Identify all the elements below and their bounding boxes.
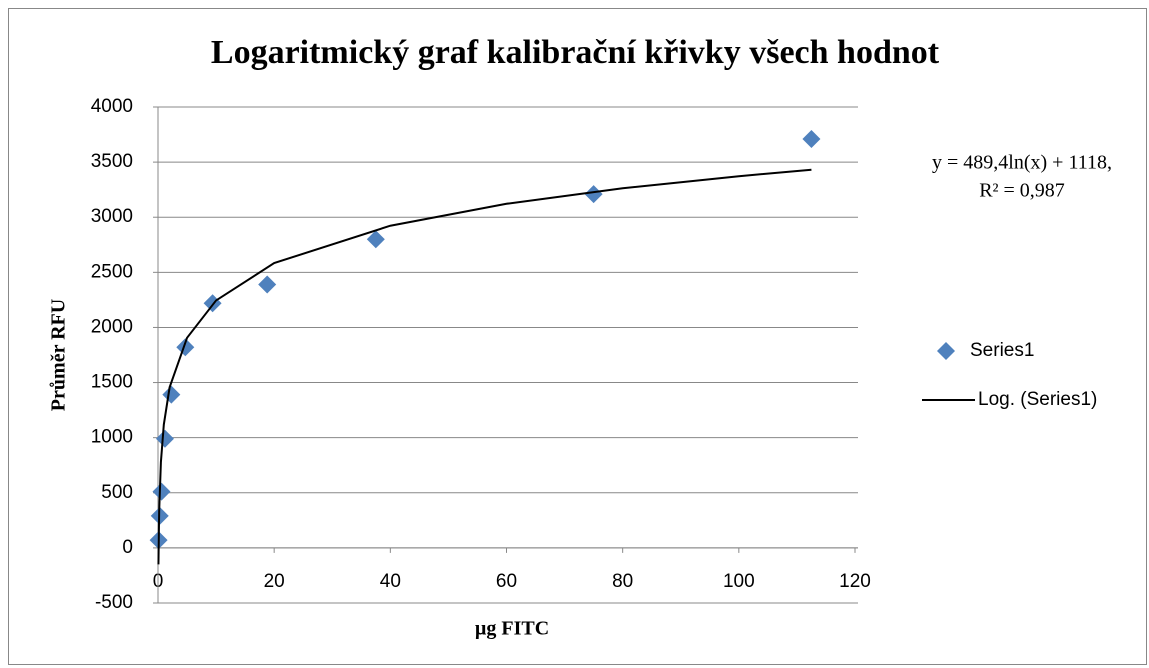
equation: y = 489,4ln(x) + 1118, — [932, 152, 1112, 174]
y-tick-label: 1000 — [91, 427, 133, 448]
y-tick-label: -500 — [95, 592, 133, 613]
y-tick-label: 4000 — [91, 96, 133, 117]
y-tick-label: 500 — [101, 482, 133, 503]
data-point — [802, 129, 821, 148]
y-tick-label: 0 — [122, 537, 133, 558]
x-tick-label: 60 — [496, 571, 517, 592]
data-point — [258, 275, 277, 294]
y-tick-label: 3000 — [91, 206, 133, 227]
x-tick-label: 100 — [723, 571, 755, 592]
data-point — [176, 338, 195, 357]
r-squared: R² = 0,987 — [979, 180, 1065, 202]
data-point — [155, 429, 174, 448]
data-point — [366, 230, 385, 249]
y-tick-label: 2500 — [91, 261, 133, 282]
y-axis-title: Průměr RFU — [48, 299, 70, 411]
data-point — [152, 482, 171, 501]
legend-label: Log. (Series1) — [978, 389, 1097, 410]
x-tick-label: 80 — [612, 571, 633, 592]
y-tick-label: 3500 — [91, 151, 133, 172]
trend-line — [157, 168, 812, 565]
x-tick-label: 40 — [380, 571, 401, 592]
legend-label: Series1 — [970, 340, 1034, 361]
data-point — [584, 185, 603, 204]
y-tick-label: 2000 — [91, 316, 133, 337]
legend-marker — [937, 342, 955, 360]
chart-border — [8, 8, 1147, 665]
x-axis-title: µg FITC — [475, 618, 549, 640]
x-tick-label: 120 — [839, 571, 871, 592]
chart-title: Logaritmický graf kalibrační křivky všec… — [211, 34, 940, 71]
y-tick-label: 1500 — [91, 372, 133, 393]
x-tick-label: 20 — [264, 571, 285, 592]
